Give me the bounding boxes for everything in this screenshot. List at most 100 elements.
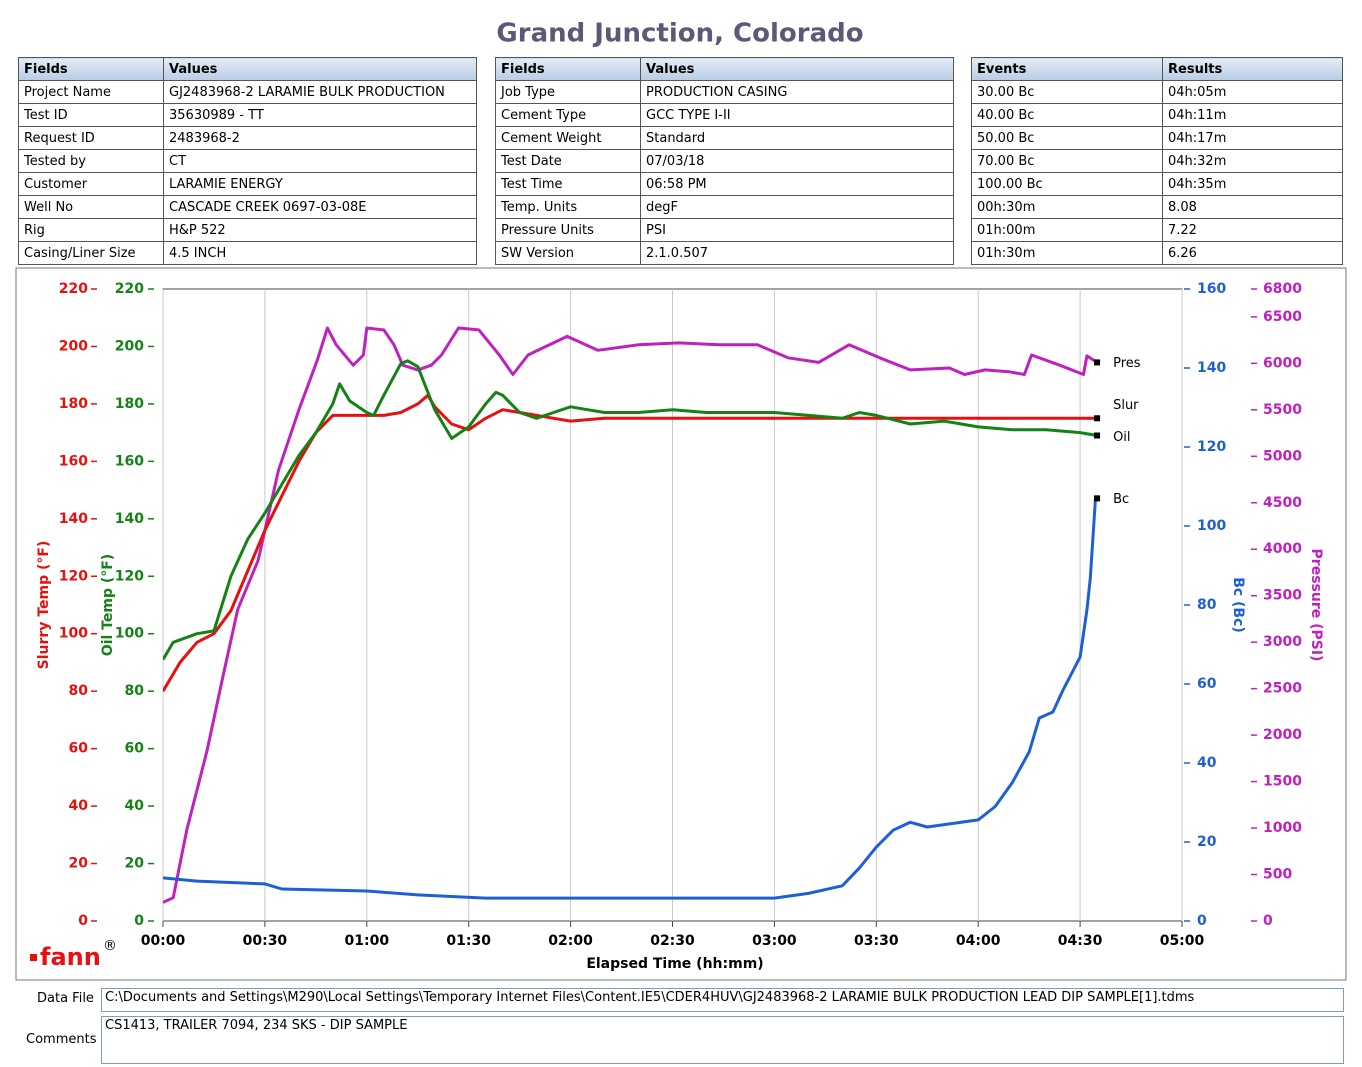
header-cell: Results (1162, 57, 1343, 81)
cell: 04h:17m (1162, 126, 1343, 150)
x-tick-label: 00:30 (243, 933, 288, 949)
y-tick-label: 60 (1197, 676, 1217, 692)
y-tick-label: 0 (1197, 913, 1207, 929)
title: Grand Junction, Colorado (496, 19, 863, 49)
cell: Customer (18, 172, 164, 196)
cell: Temp. Units (495, 195, 641, 219)
cell: Test Date (495, 149, 641, 173)
x-tick-label: 00:00 (141, 933, 186, 949)
cell: Request ID (18, 126, 164, 150)
y-tick-label: 5000 (1263, 448, 1302, 464)
x-tick-label: 01:00 (345, 933, 390, 949)
cell: 8.08 (1162, 195, 1343, 219)
y-tick-label: 2000 (1263, 727, 1302, 743)
cell: Job Type (495, 80, 641, 104)
y-axis-title: Pressure (PSI) (1308, 549, 1324, 662)
cell: 40.00 Bc (971, 103, 1163, 127)
row: 30.00 Bc 04h:05m (971, 80, 1343, 104)
y-tick-label: 20 (125, 856, 145, 872)
y-tick-label: 40 (1197, 755, 1217, 771)
comments-label: Comments (26, 1032, 97, 1047)
end-marker (1094, 359, 1101, 366)
y-tick-label: 80 (125, 683, 145, 699)
y-tick-label: 140 (115, 511, 144, 527)
cell: 50.00 Bc (971, 126, 1163, 150)
cell: CT (163, 149, 477, 173)
cell: PRODUCTION CASING (640, 80, 954, 104)
series-label: Slur (1113, 398, 1139, 413)
y-tick-label: 80 (1197, 597, 1217, 613)
cell: Cement Weight (495, 126, 641, 150)
y-axis-title: Slurry Temp (°F) (36, 541, 52, 670)
data-file-label: Data File (37, 991, 94, 1006)
header-row: Events Results (971, 57, 1343, 81)
cell: H&P 522 (163, 218, 477, 242)
cell: 30.00 Bc (971, 80, 1163, 104)
y-tick-label: 100 (59, 626, 88, 642)
cell: 00h:30m (971, 195, 1163, 219)
row: Rig H&P 522 (18, 218, 477, 242)
row: Test ID 35630989 - TT (18, 103, 477, 127)
x-tick-label: 02:00 (548, 933, 593, 949)
y-tick-label: 120 (115, 568, 144, 584)
cell: 2483968-2 (163, 126, 477, 150)
series-line (163, 393, 1098, 692)
y-tick-label: 20 (1197, 834, 1217, 850)
cell: GJ2483968-2 LARAMIE BULK PRODUCTION (163, 80, 477, 104)
cell: 04h:32m (1162, 149, 1343, 173)
cell: PSI (640, 218, 954, 242)
cell: 70.00 Bc (971, 149, 1163, 173)
x-tick-label: 05:00 (1160, 933, 1205, 949)
x-tick-label: 02:30 (650, 933, 695, 949)
series-label: Oil (1113, 430, 1130, 445)
header-cell: Fields (495, 57, 641, 81)
series-label: Bc (1113, 492, 1129, 507)
row: SW Version 2.1.0.507 (495, 241, 954, 265)
cell: 100.00 Bc (971, 172, 1163, 196)
y-tick-label: 220 (115, 281, 144, 297)
y-tick-label: 60 (69, 741, 89, 757)
x-tick-label: 04:30 (1058, 933, 1103, 949)
y-tick-label: 220 (59, 281, 88, 297)
cell: Project Name (18, 80, 164, 104)
y-tick-label: 500 (1263, 867, 1292, 883)
cell: Test ID (18, 103, 164, 127)
cell: 04h:11m (1162, 103, 1343, 127)
logo-mark: ® (103, 938, 117, 954)
y-tick-label: 2500 (1263, 681, 1302, 697)
cell: CASCADE CREEK 0697-03-08E (163, 195, 477, 219)
y-tick-label: 6500 (1263, 309, 1302, 325)
cell: 01h:00m (971, 218, 1163, 242)
end-marker (1094, 432, 1101, 439)
cell: Cement Type (495, 103, 641, 127)
data-file: C:\Documents and Settings\M290\Local Set… (101, 988, 1344, 1012)
y-tick-label: 3500 (1263, 588, 1302, 604)
cell: 07/03/18 (640, 149, 954, 173)
row: Temp. Units degF (495, 195, 954, 219)
cell: Well No (18, 195, 164, 219)
cell: 2.1.0.507 (640, 241, 954, 265)
logo-square (30, 954, 37, 961)
header-cell: Values (163, 57, 477, 81)
cell: 01h:30m (971, 241, 1163, 265)
header-row: Fields Values (495, 57, 954, 81)
y-tick-label: 160 (59, 453, 88, 469)
comments: CS1413, TRAILER 7094, 234 SKS - DIP SAMP… (101, 1016, 1344, 1064)
cell: SW Version (495, 241, 641, 265)
cell: 7.22 (1162, 218, 1343, 242)
info-table: Events Results 30.00 Bc 04h:05m 40.00 Bc 04h:… (971, 57, 1343, 265)
y-axis-title: Oil Temp (°F) (100, 554, 116, 656)
info-table: Fields Values Project Name GJ2483968-2 LARA… (18, 57, 477, 265)
series-line (163, 497, 1099, 900)
end-marker (1094, 495, 1101, 502)
row: Well No CASCADE CREEK 0697-03-08E (18, 195, 477, 219)
chart-frame (15, 267, 1347, 981)
y-tick-label: 180 (115, 396, 144, 412)
row: Test Date 07/03/18 (495, 149, 954, 173)
y-tick-label: 180 (59, 396, 88, 412)
row: Project Name GJ2483968-2 LARAMIE BULK PRO… (18, 80, 477, 104)
x-axis-title: Elapsed Time (hh:mm) (586, 956, 763, 972)
row: Casing/Liner Size 4.5 INCH (18, 241, 477, 265)
